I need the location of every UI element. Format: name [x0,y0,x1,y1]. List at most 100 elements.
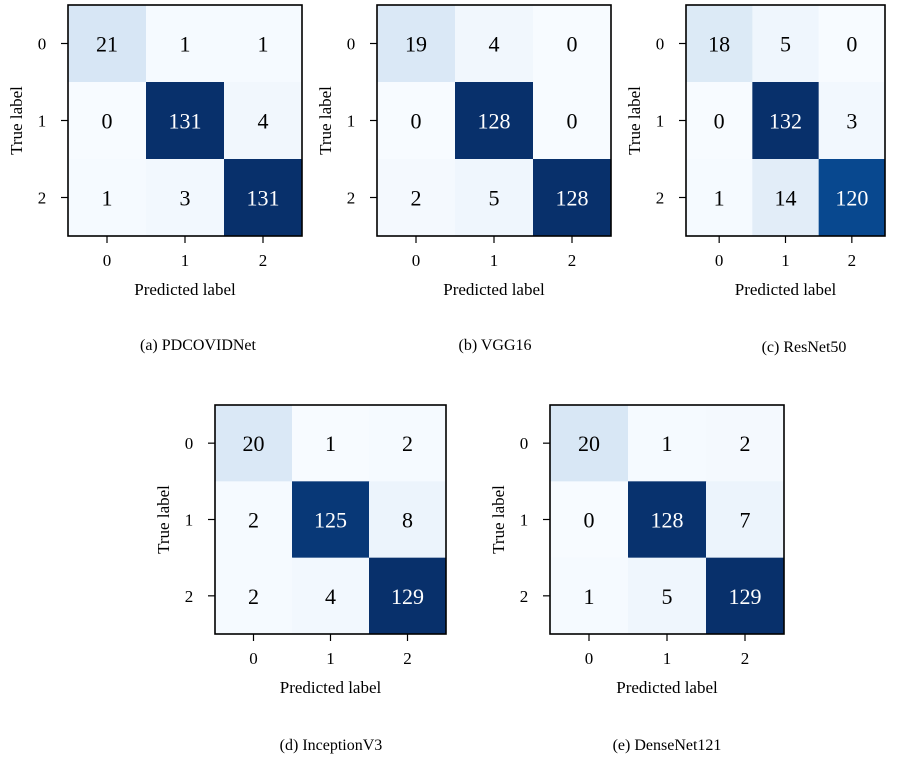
x-tick-label: 0 [585,649,594,668]
cell-value-label: 125 [314,508,347,533]
cell-value-label: 129 [391,584,424,609]
x-tick-label: 1 [781,251,790,270]
x-tick-label: 2 [741,649,750,668]
matrix-cell [377,159,456,237]
x-tick-label: 2 [568,251,577,270]
x-axis-label: Predicted label [616,678,718,697]
x-tick-label: 1 [490,251,499,270]
subfigure-caption: (e) DenseNet121 [613,737,722,754]
cell-value-label: 20 [578,431,600,456]
cell-value-label: 5 [662,584,673,609]
matrix-cell [292,557,370,635]
matrix-cell [146,5,225,83]
x-tick-label: 1 [181,251,190,270]
x-tick-label: 0 [412,251,421,270]
matrix-cell [146,159,225,237]
cell-value-label: 7 [740,508,751,533]
y-tick-label: 2 [185,587,194,606]
y-axis-label: True label [316,86,335,155]
matrix-cell [818,159,886,237]
matrix-cell [628,405,707,482]
y-tick-label: 1 [38,112,47,131]
matrix-cell [550,481,629,559]
cell-value-label: 20 [243,431,265,456]
y-tick-label: 0 [347,35,356,54]
subfigure-caption: (a) PDCOVIDNet [140,337,257,354]
cell-value-label: 2 [411,186,422,211]
y-axis-label: True label [154,485,173,554]
cell-value-label: 18 [708,32,730,57]
cell-value-label: 4 [258,109,269,134]
x-axis-label: Predicted label [134,280,236,299]
cell-value-label: 0 [567,32,578,57]
matrix-cell [533,5,612,83]
cell-value-label: 1 [102,186,113,211]
subfigure-caption: (c) ResNet50 [762,339,847,356]
matrix-cell [224,5,303,83]
matrix-cell [215,405,293,482]
y-tick-label: 0 [38,35,47,54]
y-axis-label: True label [489,485,508,554]
y-tick-label: 0 [185,434,194,453]
cell-value-label: 2 [402,431,413,456]
cell-value-label: 0 [846,32,857,57]
matrix-cell [369,557,447,635]
cell-value-label: 3 [846,109,857,134]
matrix-cell [292,481,370,559]
matrix-cell [706,557,785,635]
matrix-cell [686,5,753,83]
x-axis-label: Predicted label [280,678,382,697]
y-tick-label: 0 [656,35,665,54]
subfigure-caption: (d) InceptionV3 [280,737,383,754]
y-tick-label: 2 [38,189,47,208]
matrix-cell [68,82,147,160]
cell-value-label: 128 [478,109,511,134]
matrix-cell [752,5,820,83]
x-axis-label: Predicted label [443,280,545,299]
matrix-cell [215,557,293,635]
matrix-cell [224,82,303,160]
cell-value-label: 14 [775,186,797,211]
matrix-cell [628,557,707,635]
cell-value-label: 19 [405,32,427,57]
matrix-cell [533,82,612,160]
x-tick-label: 2 [403,649,412,668]
x-axis-label: Predicted label [735,280,837,299]
cell-value-label: 5 [780,32,791,57]
x-tick-label: 1 [326,649,335,668]
matrix-cell [818,82,886,160]
y-tick-label: 1 [520,511,529,530]
cell-value-label: 0 [411,109,422,134]
x-tick-label: 0 [715,251,724,270]
cell-value-label: 129 [729,584,762,609]
matrix-cell [550,405,629,482]
matrix-cell [550,557,629,635]
cell-value-label: 2 [740,431,751,456]
cell-value-label: 2 [248,508,259,533]
x-tick-label: 2 [259,251,268,270]
y-tick-label: 0 [520,434,529,453]
cell-value-label: 8 [402,508,413,533]
x-tick-label: 1 [663,649,672,668]
cell-value-label: 0 [714,109,725,134]
matrix-cell [369,481,447,559]
x-tick-label: 0 [103,251,112,270]
matrix-cell [68,159,147,237]
cell-value-label: 4 [489,32,500,57]
matrix-cell [706,481,785,559]
x-tick-label: 2 [848,251,857,270]
cell-value-label: 1 [258,32,269,57]
y-axis-label: True label [7,86,26,155]
cell-value-label: 2 [248,584,259,609]
cell-value-label: 0 [584,508,595,533]
matrix-cell [224,159,303,237]
cell-value-label: 128 [651,508,684,533]
matrix-cell [628,481,707,559]
cell-value-label: 128 [556,186,589,211]
matrix-cell [752,159,820,237]
y-axis-label: True label [625,86,644,155]
